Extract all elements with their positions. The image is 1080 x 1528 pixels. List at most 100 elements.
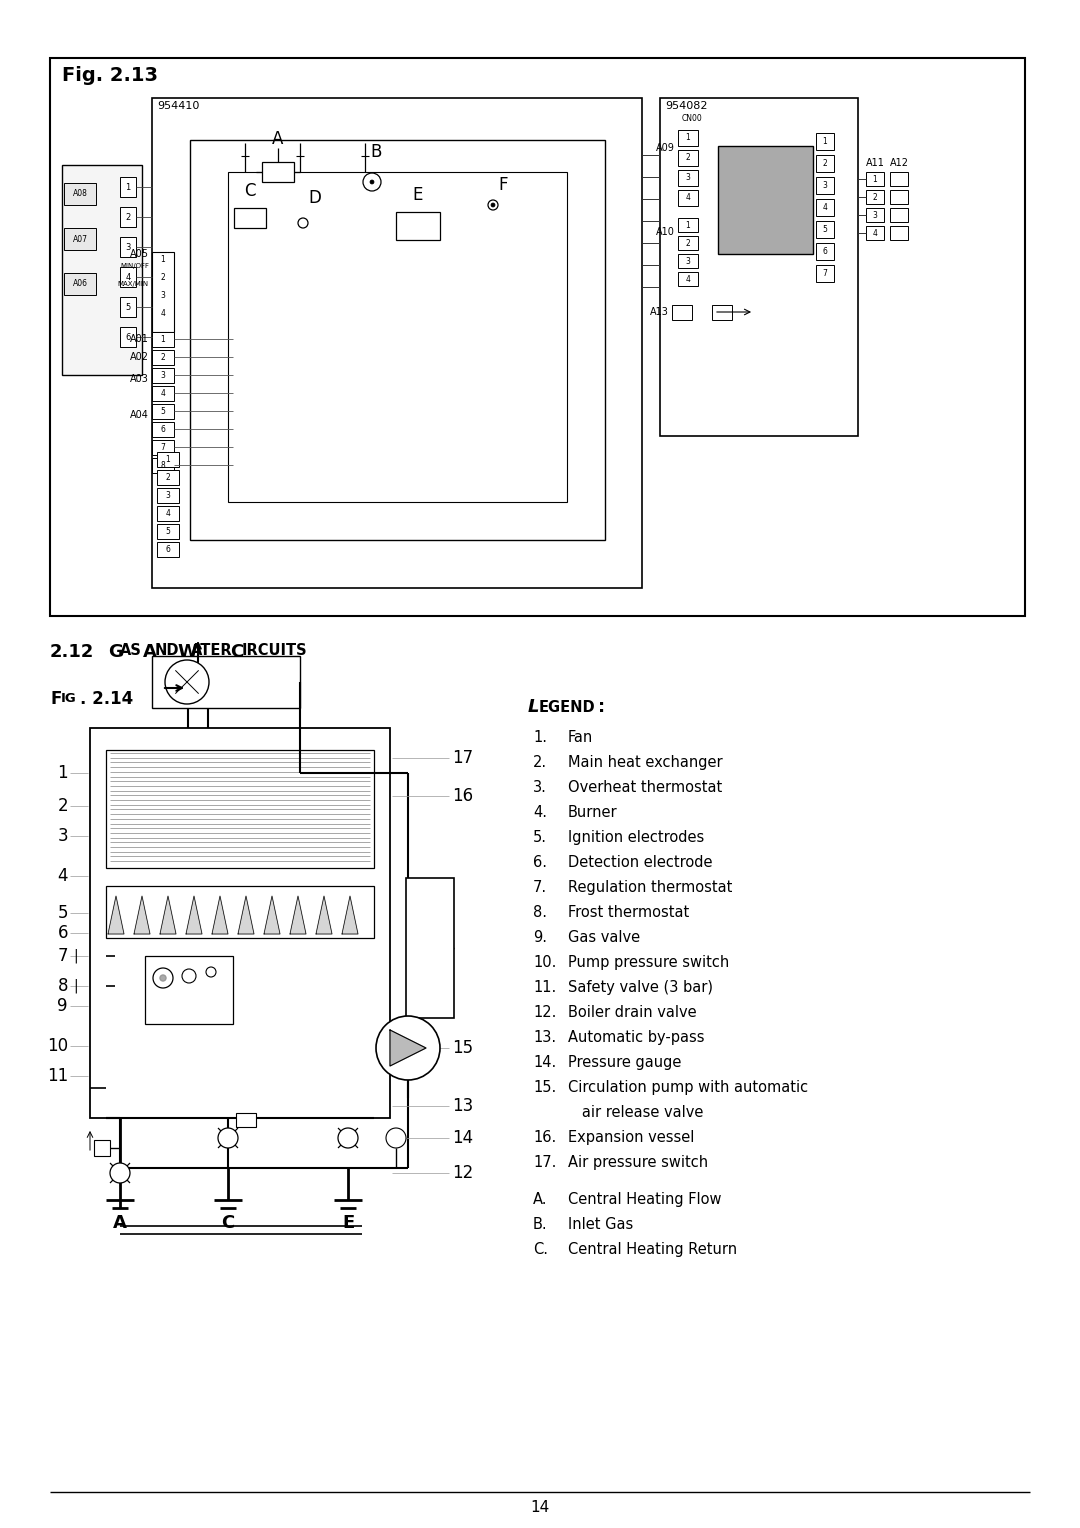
Text: 2: 2 [161,353,165,362]
Text: 1: 1 [823,136,827,145]
Text: air release valve: air release valve [568,1105,703,1120]
Text: 4.: 4. [534,805,546,821]
Text: D: D [308,189,321,206]
Text: Automatic by-pass: Automatic by-pass [568,1030,704,1045]
Polygon shape [342,895,357,934]
Text: 3: 3 [873,211,877,220]
Text: 954082: 954082 [665,101,707,112]
Polygon shape [160,895,176,934]
Text: 4: 4 [57,866,68,885]
Bar [678,170,698,186]
Text: Pressure gauge: Pressure gauge [568,1054,681,1070]
Bar [152,403,174,419]
Bar [152,440,174,455]
Text: 14: 14 [453,1129,473,1148]
Text: L: L [528,698,540,717]
Bar [866,189,885,205]
Bar [237,1112,256,1128]
Text: 3: 3 [686,257,690,266]
Bar [90,727,390,1118]
Text: 6: 6 [125,333,131,341]
Text: 2: 2 [873,193,877,202]
Bar [678,150,698,167]
Bar [866,173,885,186]
Text: 2: 2 [161,274,165,283]
Text: Fan: Fan [568,730,593,746]
Text: 10: 10 [46,1038,68,1054]
Text: B.: B. [534,1216,548,1232]
Text: Safety valve (3 bar): Safety valve (3 bar) [568,979,713,995]
Text: Pump pressure switch: Pump pressure switch [568,955,729,970]
Text: 2: 2 [686,238,690,248]
Bar [157,471,179,484]
Text: 3: 3 [57,827,68,845]
Text: CN00: CN00 [681,115,703,122]
Text: Central Heating Return: Central Heating Return [568,1242,738,1258]
Bar [50,58,1025,616]
Polygon shape [291,895,306,934]
Text: A12: A12 [890,157,908,168]
Polygon shape [264,895,280,934]
Text: MAX/MIN: MAX/MIN [118,281,149,287]
Text: IG: IG [60,692,77,704]
Bar [866,226,885,240]
Bar [145,957,233,1024]
Bar [672,306,692,319]
Text: 8: 8 [161,460,165,469]
Circle shape [376,1016,440,1080]
Text: 1: 1 [57,764,68,782]
Bar [678,272,698,286]
Bar [866,208,885,222]
Text: 7.: 7. [534,880,548,895]
Text: 954410: 954410 [157,101,200,112]
Text: A13: A13 [650,307,669,316]
Text: 8: 8 [57,976,68,995]
Text: 4: 4 [161,388,165,397]
Text: 2: 2 [165,472,171,481]
Bar [396,212,440,240]
Bar [157,487,179,503]
Bar [120,267,136,287]
Bar [816,133,834,150]
Bar [152,98,642,588]
Bar [890,189,908,205]
Text: Central Heating Flow: Central Heating Flow [568,1192,721,1207]
Circle shape [338,1128,357,1148]
Text: A08: A08 [72,189,87,199]
Text: 5: 5 [125,303,131,312]
Text: 3: 3 [161,370,165,379]
Bar [228,173,567,503]
Text: F: F [498,176,508,194]
Bar [120,327,136,347]
Bar [816,154,834,173]
Text: 16.: 16. [534,1131,556,1144]
Polygon shape [134,895,150,934]
Circle shape [165,660,210,704]
Polygon shape [186,895,202,934]
Bar [712,306,732,319]
Text: 3: 3 [686,174,690,182]
Text: Circulation pump with automatic: Circulation pump with automatic [568,1080,808,1096]
Text: 13: 13 [453,1097,473,1115]
Bar [106,886,374,938]
Text: C.: C. [534,1242,548,1258]
Circle shape [218,1128,238,1148]
Text: 1: 1 [161,335,165,344]
Bar [120,237,136,257]
Bar [64,183,96,205]
Text: 12: 12 [453,1164,473,1183]
Text: 3: 3 [161,292,165,301]
Text: 1: 1 [686,220,690,229]
Bar [152,656,300,707]
Text: 6: 6 [57,924,68,941]
Text: |: | [73,979,78,993]
Bar [62,165,141,374]
Text: A05: A05 [130,249,149,260]
Bar [64,228,96,251]
Bar [152,252,174,332]
Polygon shape [238,895,254,934]
Text: 2: 2 [686,153,690,162]
Text: C: C [221,1215,234,1232]
Text: 2: 2 [823,159,827,168]
Text: Overheat thermostat: Overheat thermostat [568,779,723,795]
